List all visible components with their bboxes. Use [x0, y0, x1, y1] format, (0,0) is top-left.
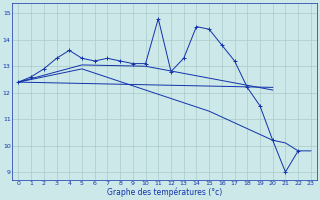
X-axis label: Graphe des températures (°c): Graphe des températures (°c) [107, 188, 222, 197]
